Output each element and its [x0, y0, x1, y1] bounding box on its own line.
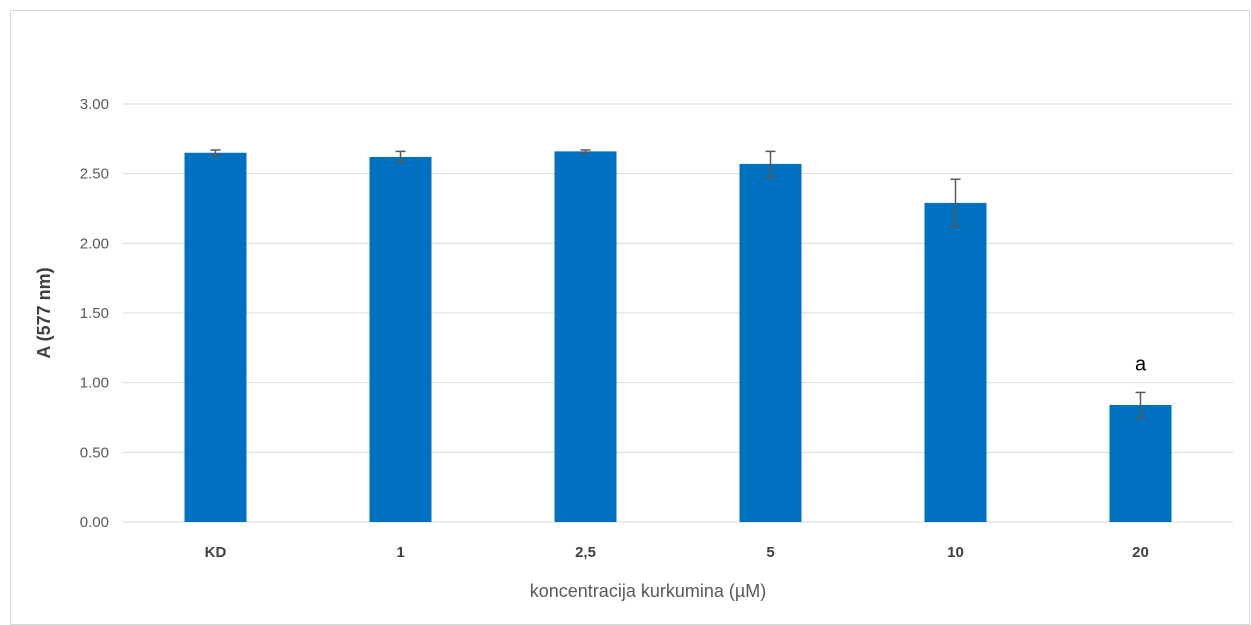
annotations: a [1135, 353, 1147, 375]
y-tick-label: 0.50 [80, 444, 109, 461]
bar [184, 152, 247, 522]
error-bar [580, 149, 591, 154]
y-tick-label: 2.50 [80, 166, 109, 183]
y-tick-labels: 0.00 0.50 1.00 1.50 2.00 2.50 3.00 [80, 96, 109, 531]
y-axis-title: A (577 nm) [34, 267, 54, 358]
error-bar [765, 150, 776, 178]
x-tick-label: 10 [947, 544, 964, 561]
x-tick-labels: KD 1 2,5 5 10 20 [205, 544, 1149, 561]
y-tick-label: 2.00 [80, 235, 109, 252]
bar [369, 156, 432, 523]
gridlines [123, 103, 1233, 523]
bar [739, 163, 802, 522]
x-axis-title: koncentracija kurkumina (µM) [530, 581, 766, 601]
bars [184, 151, 1172, 523]
y-tick-label: 1.00 [80, 375, 109, 392]
error-bar [210, 149, 221, 157]
error-bar [1135, 391, 1146, 419]
x-tick-label: 2,5 [575, 544, 596, 561]
bar [924, 202, 987, 522]
y-tick-label: 3.00 [80, 96, 109, 113]
bar [1109, 404, 1172, 522]
bar [554, 151, 617, 522]
y-tick-label: 1.50 [80, 305, 109, 322]
x-tick-label: 1 [396, 544, 404, 561]
x-tick-label: 5 [766, 544, 774, 561]
error-bars [210, 149, 1146, 419]
error-bar [950, 178, 961, 228]
y-tick-label: 0.00 [80, 514, 109, 531]
error-bar [395, 150, 406, 164]
x-tick-label: KD [205, 544, 227, 561]
significance-label: a [1135, 353, 1147, 375]
x-tick-label: 20 [1132, 544, 1149, 561]
